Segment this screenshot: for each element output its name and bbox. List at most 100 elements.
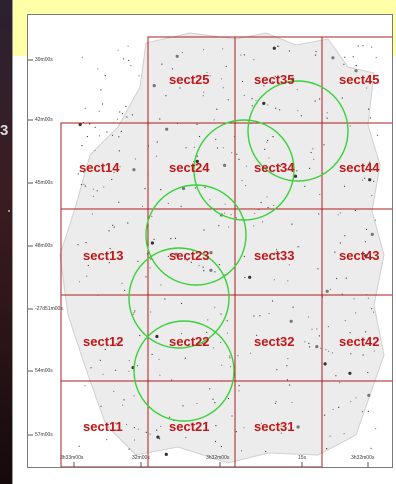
star-dot	[78, 281, 81, 283]
star-dot	[139, 334, 141, 337]
star-dot	[250, 352, 252, 354]
star-dot	[309, 346, 311, 348]
star-dot	[236, 153, 238, 155]
star-dot	[94, 340, 96, 342]
star-dot	[374, 219, 377, 221]
star-dot	[235, 431, 237, 433]
star-dot	[325, 289, 329, 293]
star-dot	[343, 433, 345, 435]
star-dot	[181, 332, 183, 335]
star-dot	[120, 130, 122, 132]
star-dot	[367, 371, 369, 374]
star-dot	[315, 345, 319, 349]
star-dot	[366, 87, 368, 89]
star-dot	[203, 49, 205, 51]
star-dot	[248, 275, 252, 279]
star-dot	[100, 89, 102, 91]
star-dot	[133, 395, 135, 397]
star-dot	[185, 437, 187, 439]
star-dot	[92, 188, 94, 190]
star-dot	[167, 255, 169, 257]
star-dot	[94, 126, 96, 128]
star-dot	[326, 117, 328, 119]
star-dot	[171, 379, 173, 381]
star-dot	[352, 56, 354, 58]
star-dot	[169, 416, 171, 418]
star-dot	[259, 315, 261, 317]
sect31-label: sect31	[254, 419, 295, 434]
star-dot	[272, 81, 274, 83]
star-dot	[349, 125, 351, 127]
sect33-label: sect33	[254, 248, 295, 263]
star-dot	[196, 402, 198, 405]
star-dot	[226, 320, 228, 322]
star-dot	[227, 397, 230, 400]
star-dot	[371, 256, 373, 258]
star-dot	[350, 353, 352, 355]
star-dot	[209, 199, 211, 201]
star-dot	[355, 64, 357, 67]
star-dot	[262, 101, 266, 105]
star-dot	[122, 404, 124, 406]
star-dot	[370, 447, 372, 449]
star-dot	[206, 71, 208, 74]
star-dot	[111, 134, 114, 136]
star-dot	[188, 345, 190, 347]
star-dot	[238, 385, 240, 387]
star-dot	[144, 188, 146, 190]
star-dot	[159, 118, 161, 120]
star-dot	[126, 116, 128, 118]
star-dot	[310, 151, 312, 154]
star-dot	[369, 161, 371, 163]
ra-tick-label: 3h33m00s	[60, 455, 84, 461]
star-dot	[132, 314, 134, 316]
star-dot	[153, 238, 155, 240]
star-dot	[264, 148, 266, 150]
star-dot	[343, 63, 345, 65]
star-dot	[78, 445, 80, 447]
star-dot	[348, 371, 352, 375]
star-dot	[128, 360, 130, 362]
star-dot	[220, 78, 223, 80]
star-dot	[113, 226, 115, 228]
star-dot	[345, 277, 347, 279]
star-dot	[141, 205, 144, 207]
star-dot	[203, 229, 205, 231]
star-dot	[311, 328, 313, 330]
star-dot	[350, 400, 352, 403]
star-dot	[227, 99, 229, 101]
star-dot	[137, 428, 139, 430]
star-dot	[364, 254, 368, 258]
star-dot	[170, 238, 172, 240]
star-dot	[375, 428, 377, 430]
star-dot	[203, 270, 205, 272]
star-dot	[83, 183, 85, 185]
star-dot	[286, 379, 288, 381]
star-dot	[289, 384, 291, 386]
star-dot	[266, 196, 268, 198]
star-dot	[94, 149, 96, 151]
star-dot	[113, 171, 115, 173]
star-dot	[279, 109, 281, 111]
star-dot	[220, 341, 222, 343]
star-dot	[171, 68, 174, 70]
star-dot	[243, 54, 245, 56]
star-dot	[182, 405, 184, 407]
star-dot	[132, 168, 136, 172]
star-dot	[87, 264, 89, 267]
star-dot	[179, 87, 181, 89]
star-dot	[231, 152, 233, 154]
star-dot	[224, 203, 226, 205]
star-dot	[281, 340, 283, 342]
star-dot	[298, 246, 300, 248]
sect45-label: sect45	[339, 72, 380, 87]
star-dot	[86, 275, 88, 277]
sect11-label: sect11	[83, 419, 123, 434]
star-dot	[238, 390, 240, 392]
star-dot	[125, 105, 127, 107]
star-dot	[257, 430, 259, 432]
star-dot	[344, 56, 346, 58]
star-dot	[344, 235, 346, 237]
star-dot	[276, 369, 278, 371]
star-dot	[369, 78, 371, 80]
